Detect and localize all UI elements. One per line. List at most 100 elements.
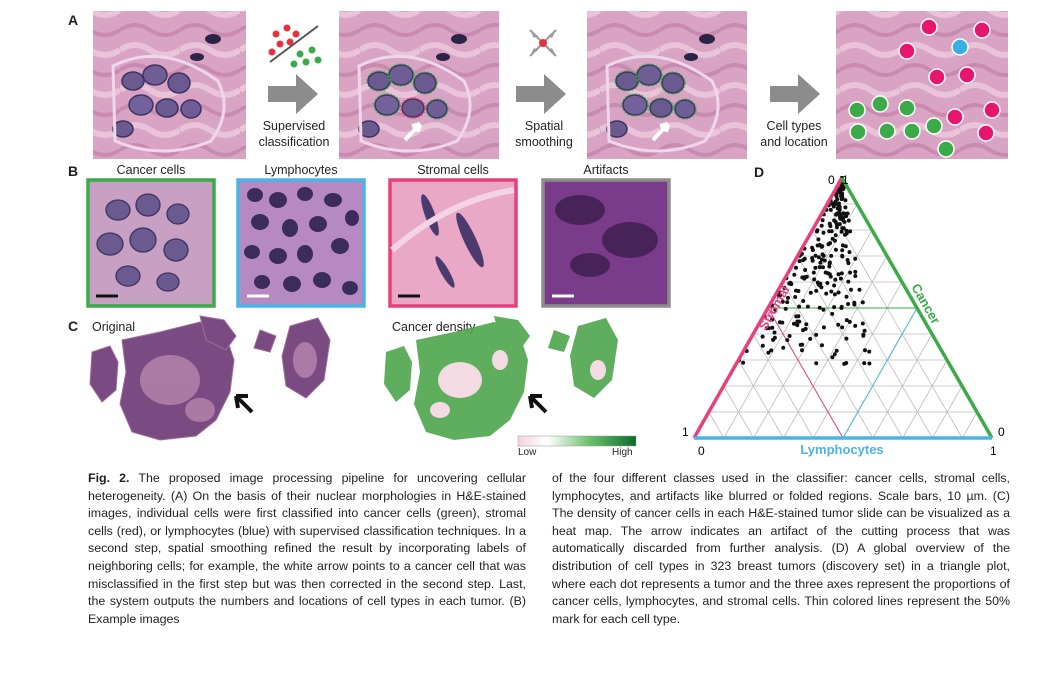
tumor-dot — [817, 305, 822, 310]
tumor-dot — [845, 258, 850, 262]
tumor-dot — [792, 321, 796, 326]
tumor-dot — [810, 245, 815, 250]
corner-right: 0 — [998, 425, 1005, 439]
tumor-dot — [853, 269, 858, 274]
caption-left: Fig. 2. The proposed image processing pi… — [88, 470, 526, 628]
tumor-dot — [820, 244, 825, 249]
tumor-dot — [777, 320, 782, 325]
tumor-dot — [832, 352, 837, 357]
tumor-dot — [801, 299, 806, 303]
tumor-dot — [801, 328, 805, 333]
tumor-dot — [857, 287, 862, 292]
tumor-dot — [783, 306, 788, 311]
tumor-dot — [828, 274, 833, 279]
tumor-dot — [770, 317, 775, 322]
tumor-dot — [833, 233, 838, 238]
tumor-dot — [840, 243, 845, 248]
panel-d-label: D — [754, 164, 765, 180]
tumor-dot — [844, 336, 849, 341]
tumor-dot — [839, 229, 844, 234]
tumor-dot — [836, 272, 841, 277]
tumor-dot — [830, 311, 835, 316]
tumor-dot — [825, 281, 830, 285]
tumor-dot — [797, 259, 802, 264]
tumor-dot — [836, 190, 841, 195]
tumor-dot — [839, 304, 844, 309]
tumor-dot — [837, 222, 842, 227]
tumor-dot — [861, 332, 866, 337]
tumor-dot — [862, 361, 867, 366]
tumor-dot — [832, 292, 837, 297]
tumor-dot — [817, 283, 822, 288]
caption-right: of the four different classes used in th… — [552, 471, 1010, 626]
tumor-dot — [852, 302, 857, 307]
tumor-dot — [821, 265, 825, 270]
tumor-dot — [817, 265, 822, 270]
classification-icon — [268, 24, 322, 68]
tumor-dot — [794, 314, 799, 319]
tumor-dot — [816, 255, 821, 260]
tumor-dot — [839, 194, 844, 199]
class-title-cancer: Cancer cells — [116, 163, 186, 177]
axis-lymphocytes: Lymphocytes — [800, 442, 883, 457]
tumor-dot — [853, 256, 858, 261]
tumor-dot — [797, 304, 802, 309]
tumor-dot — [844, 228, 849, 233]
tumor-dot — [766, 350, 771, 355]
tumor-dot — [849, 287, 853, 292]
tumor-dot — [795, 323, 800, 328]
tumor-dot — [805, 304, 810, 309]
tumor-dot — [843, 198, 848, 203]
tumor-dot — [813, 265, 818, 270]
tumor-dot — [839, 271, 844, 276]
tumor-dot — [860, 321, 865, 326]
tumor-dot — [760, 343, 765, 348]
tumor-dot — [834, 348, 839, 353]
tumor-dot — [833, 247, 838, 252]
tumor-dot — [813, 253, 818, 258]
class-title-artifacts: Artifacts — [583, 163, 629, 177]
tumor-dot — [827, 260, 832, 265]
tumor-dot — [803, 268, 808, 272]
step-label-smoothing: Spatial smoothing — [515, 119, 573, 149]
tumor-dot — [820, 218, 825, 223]
panel-c-graphic — [89, 315, 637, 447]
tumor-dot — [829, 289, 834, 294]
tumor-dot — [769, 348, 774, 353]
tumor-dot — [853, 274, 858, 278]
tumor-dot — [787, 334, 792, 338]
tumor-dot — [830, 355, 835, 360]
panel-b-label: B — [68, 163, 79, 179]
tumor-dot — [832, 305, 837, 310]
tumor-dot — [837, 204, 842, 209]
tumor-dot — [832, 201, 837, 206]
tumor-dot — [818, 260, 823, 265]
tumor-dot — [804, 322, 809, 327]
smoothing-icon — [529, 29, 557, 57]
tumor-dot — [843, 205, 848, 210]
tumor-dot — [782, 286, 787, 290]
ternary-plot: 0 1 1 0 1 0 Stromal Cancer Lymphocytes — [682, 173, 1005, 458]
tumor-dot — [834, 225, 839, 230]
caption-left-text: The proposed image processing pipeline f… — [88, 471, 526, 626]
tumor-dot — [828, 207, 833, 212]
tumor-dot — [772, 335, 777, 340]
tumor-dot — [786, 295, 790, 300]
corner-left-bottom: 0 — [698, 444, 705, 458]
colorbar-low: Low — [518, 447, 537, 458]
corner-left: 1 — [682, 425, 689, 439]
tumor-dot — [832, 283, 837, 288]
tumor-dot — [827, 264, 832, 269]
tumor-dot — [820, 343, 824, 348]
tumor-dot — [800, 275, 805, 280]
tumor-dot — [792, 272, 797, 277]
tumor-dot — [812, 277, 817, 282]
tumor-dot — [838, 276, 843, 281]
tumor-dot — [815, 243, 820, 248]
tumor-dot — [794, 288, 798, 293]
panel-b-graphic — [86, 178, 671, 308]
tumor-dot — [840, 248, 845, 253]
tumor-dot — [800, 348, 804, 353]
tumor-dot — [840, 254, 845, 259]
tumor-dot — [780, 299, 785, 304]
